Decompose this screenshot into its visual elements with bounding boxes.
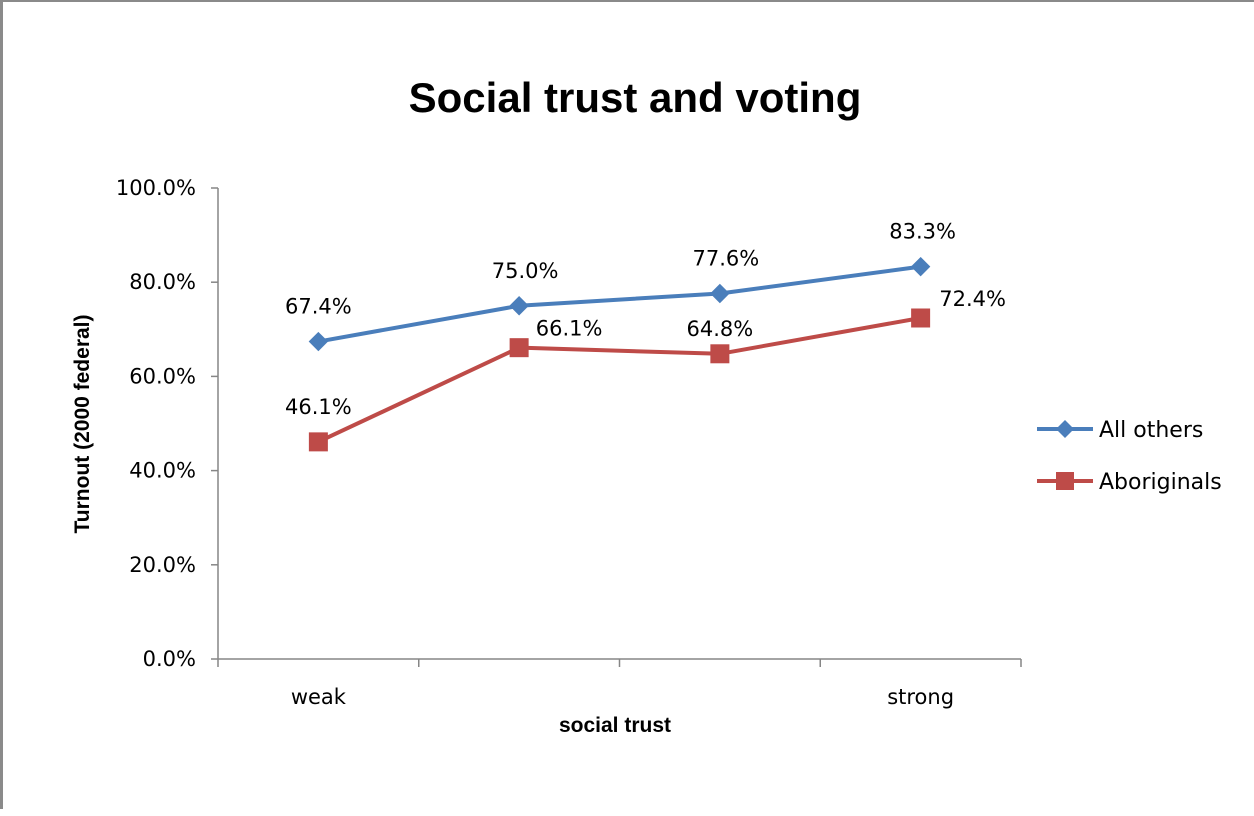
point-marker-square — [509, 338, 529, 358]
axes: 0.0% 20.0% 40.0% 60.0% 80.0% 100.0% weak strong — [116, 176, 1022, 709]
y-tick-label: 60.0% — [129, 364, 196, 388]
point-marker-diamond — [710, 283, 730, 304]
legend-label: Aboriginals — [1099, 470, 1222, 495]
data-label: 46.1% — [285, 395, 352, 419]
data-label: 64.8% — [687, 317, 754, 341]
point-marker-diamond — [308, 331, 329, 352]
legend-label: All others — [1099, 418, 1203, 443]
series-line-aboriginals — [316, 315, 923, 444]
point-marker-square — [911, 308, 931, 328]
line-chart: Social trust and voting Turnout (2000 fe… — [71, 74, 1222, 737]
point-marker-diamond — [910, 256, 931, 277]
data-label: 72.4% — [939, 287, 1006, 311]
y-tick-label: 20.0% — [129, 553, 196, 577]
y-tick-label: 40.0% — [129, 459, 196, 483]
y-axis-title: Turnout (2000 federal) — [71, 315, 94, 534]
data-label: 66.1% — [536, 317, 603, 341]
data-label: 67.4% — [285, 295, 352, 319]
series-line-all-others — [316, 264, 923, 344]
y-tick-label: 0.0% — [143, 647, 196, 671]
chart-title: Social trust and voting — [409, 74, 862, 121]
point-marker-square — [308, 432, 328, 452]
point-marker-square — [710, 344, 730, 364]
legend: All others Aboriginals — [1037, 418, 1222, 495]
y-tick-label: 100.0% — [116, 176, 196, 200]
legend-marker-diamond — [1056, 420, 1074, 438]
data-label: 75.0% — [492, 259, 559, 283]
y-tick-label: 80.0% — [129, 270, 196, 294]
series-layer — [308, 256, 931, 452]
x-axis-title: social trust — [559, 714, 671, 737]
x-tick-label: strong — [887, 685, 954, 709]
data-labels: 67.4% 75.0% 77.6% 83.3% 46.1% 66.1% 64.8% 72.4% — [285, 220, 1006, 419]
data-label: 83.3% — [889, 220, 956, 244]
x-tick-label: weak — [291, 685, 347, 709]
point-marker-diamond — [509, 296, 529, 316]
legend-marker-square — [1056, 472, 1074, 490]
data-label: 77.6% — [693, 247, 760, 271]
